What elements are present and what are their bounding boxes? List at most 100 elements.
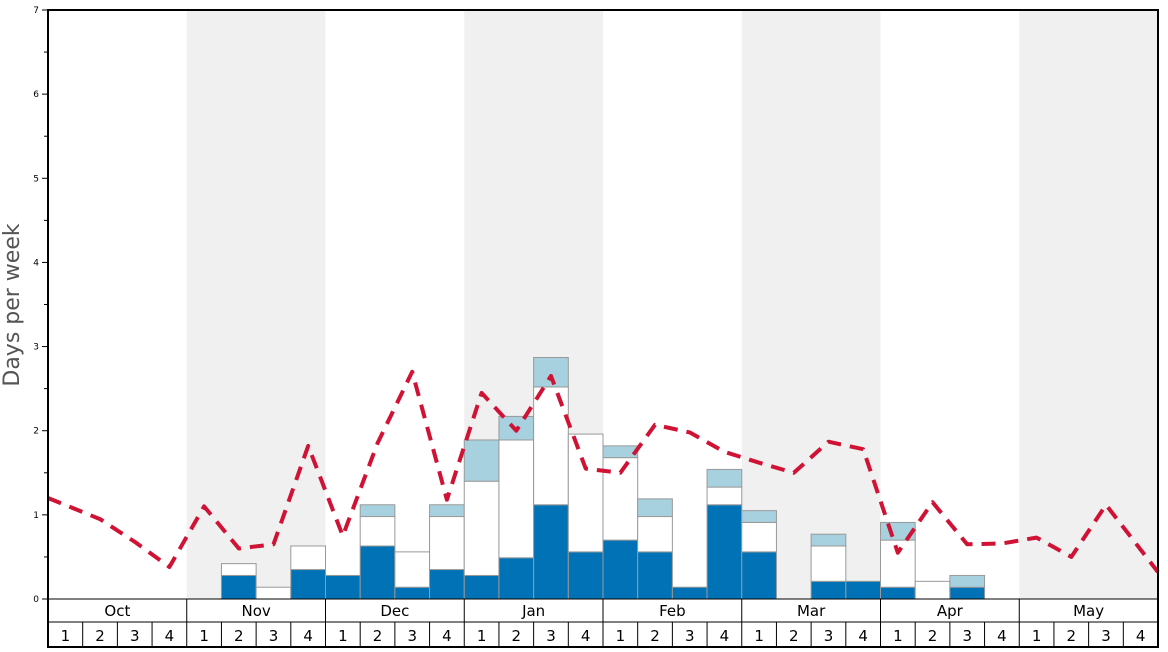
bar-segment (325, 574, 361, 600)
bar-segment (880, 586, 916, 600)
week-label: 2 (650, 627, 660, 645)
month-label-may: May (1073, 602, 1104, 620)
bar-segment (359, 504, 396, 518)
bar-segment (290, 545, 326, 571)
average-line (47, 369, 1160, 574)
month-label-oct: Oct (104, 602, 130, 620)
bar-segment (533, 357, 569, 388)
month-label-feb: Feb (659, 602, 686, 620)
week-label: 1 (616, 627, 626, 645)
bar-segment (255, 586, 292, 600)
bar-segment (463, 480, 500, 576)
month-label-mar: Mar (797, 602, 826, 620)
month-shade-may (1019, 10, 1158, 599)
y-tick-label: 1 (33, 511, 39, 521)
bar-segment (533, 386, 569, 506)
week-label: 2 (373, 627, 383, 645)
bar-segment (637, 516, 673, 553)
y-tick-label: 0 (33, 595, 39, 605)
y-tick-label: 5 (33, 174, 39, 184)
bar-segment (637, 498, 673, 518)
bar-segment (429, 569, 465, 600)
week-label: 2 (234, 627, 244, 645)
week-label: 4 (442, 627, 452, 645)
bar-segment (741, 551, 777, 600)
week-label: 1 (754, 627, 764, 645)
week-label: 1 (338, 627, 348, 645)
week-label: 3 (1101, 627, 1111, 645)
month-label-dec: Dec (380, 602, 409, 620)
week-label: 2 (789, 627, 799, 645)
bar-segment (220, 574, 257, 600)
week-label: 2 (1067, 627, 1077, 645)
week-label: 2 (928, 627, 938, 645)
y-tick-label: 2 (33, 427, 39, 437)
bar-segment (810, 580, 847, 600)
week-label: 4 (165, 627, 175, 645)
bar-segment (637, 551, 673, 600)
month-label-apr: Apr (937, 602, 964, 620)
y-tick-label: 6 (33, 90, 39, 100)
week-label: 1 (1032, 627, 1042, 645)
week-label: 4 (997, 627, 1007, 645)
week-label: 2 (512, 627, 522, 645)
bar-segment (463, 439, 500, 482)
bar-segment (463, 574, 500, 600)
week-label: 3 (407, 627, 417, 645)
bar-segment (914, 580, 951, 600)
axes: 0 1 2 3 4 5 6 7 Oct Nov Dec Jan Feb Mar Apr May 1 2 3 4 1 2 3 4… (33, 6, 1159, 648)
week-label: 4 (858, 627, 868, 645)
bar-segment (567, 433, 604, 553)
bar-segment (220, 563, 257, 576)
month-label-jan: Jan (521, 602, 545, 620)
month-label-nov: Nov (241, 602, 270, 620)
bar-segment (429, 516, 465, 571)
bar-segment (359, 545, 396, 600)
week-label: 4 (1136, 627, 1146, 645)
week-label: 1 (199, 627, 209, 645)
bar-segment (741, 510, 777, 523)
week-label: 3 (685, 627, 695, 645)
y-axis-label: Days per week (0, 223, 25, 386)
bars (220, 357, 986, 600)
bar-segment (394, 586, 431, 600)
bar-segment (359, 516, 396, 547)
bar-segment (810, 533, 847, 547)
week-label: 3 (546, 627, 556, 645)
bar-segment (394, 551, 431, 588)
bar-segment (602, 539, 639, 600)
week-label: 3 (824, 627, 834, 645)
y-tick-label: 4 (33, 258, 39, 268)
week-label: 3 (962, 627, 972, 645)
week-label: 3 (130, 627, 140, 645)
week-label: 3 (269, 627, 279, 645)
bar-segment (706, 486, 743, 506)
bar-segment (741, 521, 777, 553)
bar-segment (533, 504, 569, 600)
week-label: 4 (581, 627, 591, 645)
week-label: 1 (893, 627, 903, 645)
bar-segment (810, 545, 847, 582)
bar-segment (845, 580, 881, 600)
month-shading (186, 10, 1158, 599)
bar-segment (290, 569, 326, 600)
y-tick-label: 3 (33, 343, 39, 353)
average-line-path (47, 369, 1160, 574)
bar-segment (949, 574, 986, 588)
bar-segment (602, 445, 639, 459)
week-label: 4 (720, 627, 730, 645)
week-label: 1 (477, 627, 487, 645)
bar-segment (949, 586, 986, 600)
month-shade-nov (186, 10, 326, 599)
bar-segment (706, 504, 743, 600)
bar-segment (429, 504, 465, 518)
bar-segment (498, 557, 535, 600)
month-shade-mar (741, 10, 881, 599)
week-label: 1 (61, 627, 71, 645)
bar-segment (567, 551, 604, 600)
bar-segment (671, 586, 708, 600)
bar-segment (706, 468, 743, 488)
y-tick-label: 7 (33, 6, 39, 16)
